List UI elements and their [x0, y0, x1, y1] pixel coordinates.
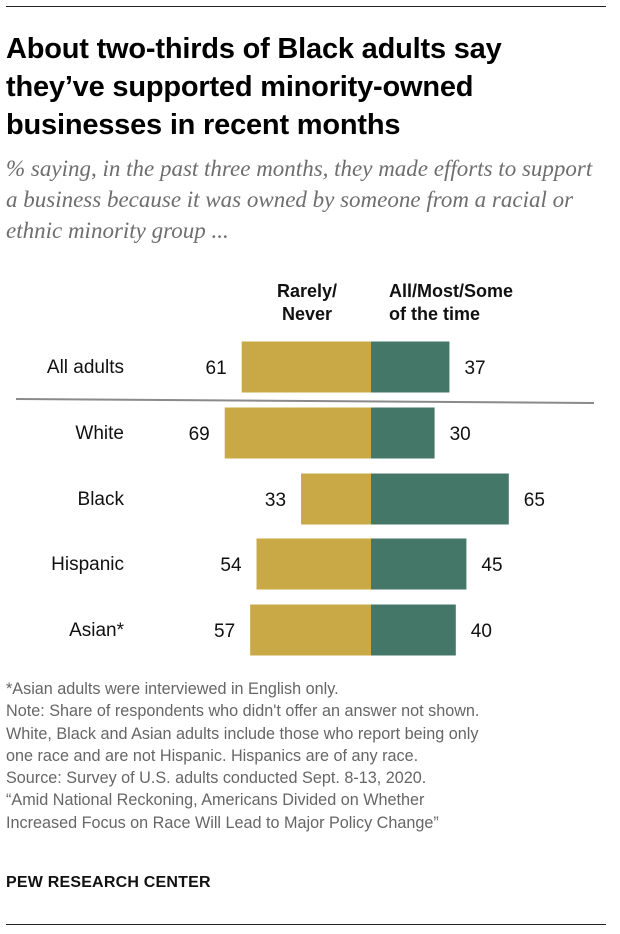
chart-title: About two-thirds of Black adults say the… — [6, 33, 502, 141]
value-label-all-most-some: 30 — [450, 424, 471, 445]
value-label-all-most-some: 40 — [471, 621, 492, 642]
category-label: Hispanic — [51, 554, 124, 575]
footnote-line: one race and are not Hispanic. Hispanics… — [6, 746, 419, 765]
bar-all-most-some — [371, 604, 456, 656]
footnote-line: *Asian adults were interviewed in Englis… — [6, 680, 339, 698]
bar-rarely-never — [241, 341, 371, 393]
group-divider — [15, 398, 595, 404]
footnote-line: “Amid National Reckoning, Americans Divi… — [6, 791, 425, 810]
bar-all-most-some — [371, 473, 509, 525]
value-label-rarely-never: 61 — [206, 358, 227, 379]
bar-rarely-never — [256, 538, 371, 590]
value-label-all-most-some: 65 — [524, 490, 545, 511]
pew-research-center-logo: PEW RESEARCH CENTER — [6, 874, 211, 891]
footnote-line: Increased Focus on Race Will Lead to Maj… — [6, 813, 439, 832]
value-label-rarely-never: 54 — [220, 555, 242, 576]
chart-subtitle: % saying, in the past three months, they… — [6, 156, 593, 243]
category-label: All adults — [47, 357, 124, 378]
bar-all-most-some — [371, 341, 450, 393]
footnote-line: White, Black and Asian adults include th… — [6, 724, 479, 743]
bar-rarely-never — [224, 407, 371, 459]
bar-all-most-some — [371, 538, 467, 590]
footnote-line: Note: Share of respondents who didn't of… — [6, 702, 480, 721]
legend-rarely-never: Rarely/ — [277, 281, 337, 301]
category-label: Asian* — [69, 620, 125, 641]
category-label: White — [75, 423, 124, 444]
bottom-rule — [6, 924, 606, 925]
value-label-all-most-some: 37 — [464, 358, 485, 379]
bar-all-most-some — [371, 407, 435, 459]
legend-all-most-some: of the time — [389, 304, 480, 324]
category-label: Black — [78, 489, 125, 510]
value-label-rarely-never: 69 — [189, 424, 210, 445]
bar-rarely-never — [250, 604, 371, 656]
footnotes: *Asian adults were interviewed in Englis… — [6, 678, 611, 834]
value-label-rarely-never: 57 — [214, 621, 235, 642]
footnote-line: Source: Survey of U.S. adults conducted … — [6, 769, 427, 788]
value-label-rarely-never: 33 — [265, 490, 286, 511]
top-rule — [6, 6, 606, 7]
diverging-bar-chart: Rarely/Never All/Most/Some of the time All … — [15, 281, 595, 656]
value-label-all-most-some: 45 — [481, 555, 502, 576]
legend-all-most-some: All/Most/Some — [389, 281, 513, 301]
bar-rarely-never — [301, 473, 371, 525]
legend-rarely-never: Never — [282, 304, 332, 324]
